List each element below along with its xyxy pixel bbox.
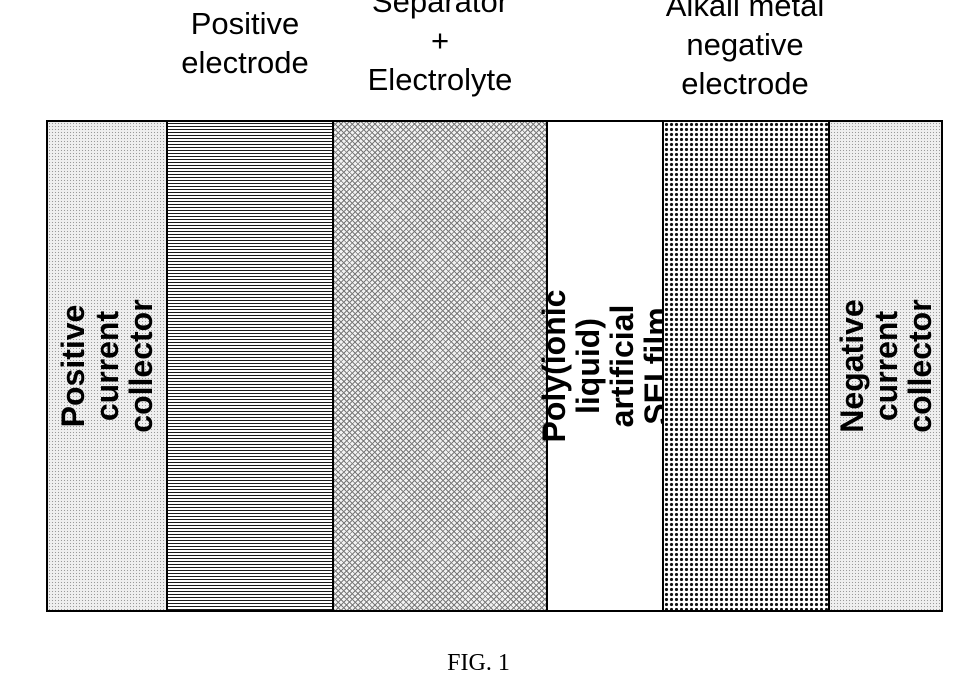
battery-cell-diagram: Positive current collector Poly(ionic li… xyxy=(46,120,943,612)
separator-electrolyte-layer xyxy=(332,122,546,610)
sei-film-layer: Poly(ionic liquid) artificial SEI film xyxy=(536,122,674,610)
alkali-metal-negative-electrode-label: Alkali metal negative electrode xyxy=(665,0,825,101)
positive-electrode-label: Positive electrode xyxy=(181,6,309,80)
negative-current-collector-layer: Negative current collector xyxy=(828,122,941,610)
figure-caption: FIG. 1 xyxy=(447,650,510,676)
positive-current-collector-label: Positive current collector xyxy=(55,299,159,433)
sei-film-label: Poly(ionic liquid) artificial SEI film xyxy=(536,289,674,443)
negative-current-collector-label: Negative current collector xyxy=(833,299,938,433)
alkali-metal-negative-electrode-layer xyxy=(662,122,828,610)
positive-electrode-layer xyxy=(166,122,332,610)
positive-current-collector-layer: Positive current collector xyxy=(48,122,166,610)
separator-electrolyte-label: Separator + Electrolyte xyxy=(367,0,513,97)
